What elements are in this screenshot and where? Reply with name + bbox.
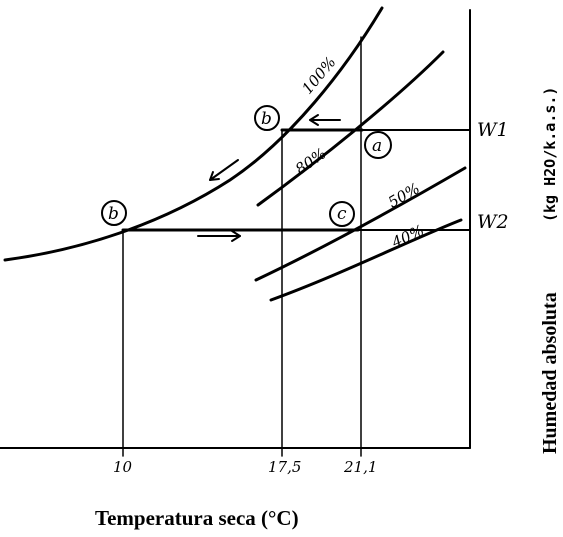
x-axis-label: Temperatura seca (°C) bbox=[95, 506, 299, 530]
point-c-circle bbox=[329, 201, 355, 227]
curve-50-label: 50% bbox=[385, 179, 423, 211]
point-b-upper-label: b bbox=[261, 109, 272, 129]
curve-40-label: 40% bbox=[388, 221, 427, 252]
point-a-circle bbox=[364, 131, 392, 159]
y-axis-unit: (kg H2O/k.a.s.) bbox=[541, 87, 559, 222]
x-tick-label-17-5: 17,5 bbox=[268, 458, 301, 476]
curve-40 bbox=[269, 218, 463, 302]
w1-label: W1 bbox=[477, 119, 509, 141]
point-c-label: c bbox=[337, 204, 347, 224]
curve-80-label: 80% bbox=[292, 144, 330, 178]
curve-50 bbox=[254, 166, 467, 282]
x-tick-label-21-1: 21,1 bbox=[343, 458, 377, 476]
svg-text:W2: W2 bbox=[477, 211, 509, 233]
arrow-right-w2 bbox=[197, 230, 241, 242]
point-a-label: a bbox=[372, 136, 382, 156]
y-axis-label: Humedad absoluta bbox=[539, 292, 561, 454]
point-b-lower-label: b bbox=[108, 204, 119, 224]
point-b-lower-circle bbox=[101, 200, 127, 226]
curve-100-label: 100% bbox=[298, 53, 339, 97]
arrow-down-saturation bbox=[209, 159, 239, 181]
saturation-curve-100 bbox=[3, 6, 384, 262]
svg-text:W1: W1 bbox=[477, 119, 509, 141]
w2-label: W2 bbox=[477, 211, 509, 233]
point-b-upper-circle bbox=[254, 105, 280, 131]
arrow-left-w1 bbox=[309, 114, 341, 126]
x-tick-label-10: 10 bbox=[113, 458, 133, 476]
